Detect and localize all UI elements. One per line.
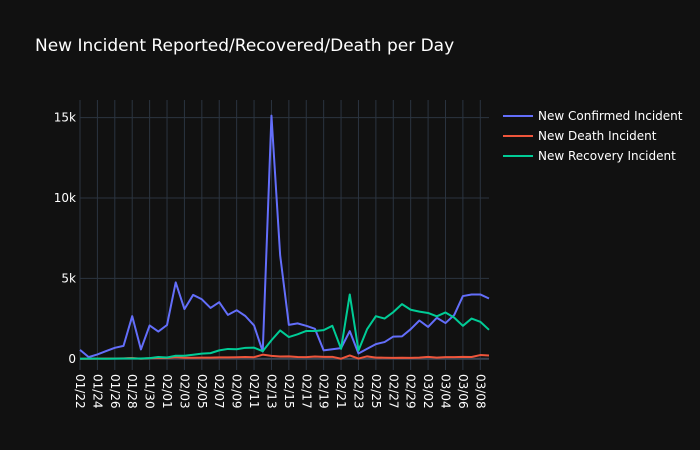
x-tick-label: 02/27	[386, 374, 400, 409]
legend-item[interactable]: New Recovery Incident	[503, 149, 676, 163]
legend-item[interactable]: New Confirmed Incident	[503, 109, 683, 123]
x-tick-label: 03/02	[421, 374, 435, 409]
x-tick-label: 03/06	[456, 374, 470, 409]
x-tick-label: 02/25	[369, 374, 383, 409]
legend-label: New Confirmed Incident	[538, 109, 683, 123]
x-tick-label: 02/01	[160, 374, 174, 409]
x-tick-label: 02/03	[177, 374, 191, 409]
legend-item[interactable]: New Death Incident	[503, 129, 657, 143]
x-tick-label: 02/13	[264, 374, 278, 409]
y-tick-label: 5k	[61, 271, 76, 285]
x-tick-label: 01/22	[73, 374, 87, 409]
x-tick-label: 01/26	[108, 374, 122, 409]
y-tick-label: 10k	[54, 191, 76, 205]
x-tick-label: 02/15	[282, 374, 296, 409]
x-tick-label: 03/08	[473, 374, 487, 409]
x-tick-label: 02/21	[334, 374, 348, 409]
x-tick-label: 02/05	[195, 374, 209, 409]
y-tick-label: 15k	[54, 111, 76, 125]
x-tick-label: 01/28	[125, 374, 139, 409]
x-tick-label: 02/19	[317, 374, 331, 409]
x-tick-label: 02/07	[212, 374, 226, 409]
x-tick-label: 01/24	[90, 374, 104, 409]
series-line-new-recovery-incident	[79, 293, 490, 360]
x-tick-label: 02/17	[299, 374, 313, 409]
legend-label: New Recovery Incident	[538, 149, 676, 163]
chart-title: New Incident Reported/Recovered/Death pe…	[35, 36, 454, 56]
legend[interactable]: New Confirmed Incident New Death Incident…	[503, 109, 683, 163]
x-tick-label: 02/23	[351, 374, 365, 409]
x-tick-label: 02/09	[230, 374, 244, 409]
series-line-new-confirmed-incident	[79, 114, 490, 359]
x-tick-label: 02/11	[247, 374, 261, 409]
legend-label: New Death Incident	[538, 129, 657, 143]
x-tick-label: 01/30	[143, 374, 157, 409]
x-tick-label: 03/04	[438, 374, 452, 409]
y-tick-label: 0	[68, 352, 76, 366]
x-tick-label: 02/29	[404, 374, 418, 409]
